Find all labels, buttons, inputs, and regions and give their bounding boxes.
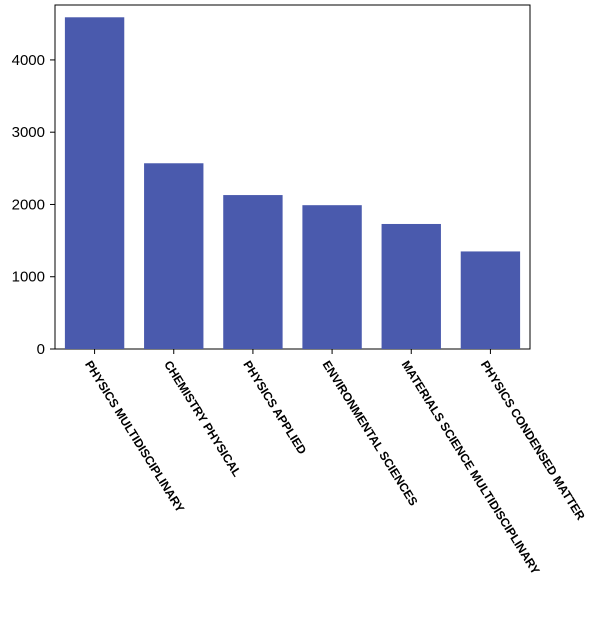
x-tick-label: PHYSICS APPLIED bbox=[240, 358, 309, 457]
y-tick-label: 1000 bbox=[12, 269, 45, 286]
bar bbox=[144, 163, 204, 349]
x-tick-label: CHEMISTRY PHYSICAL bbox=[161, 358, 244, 479]
bar bbox=[64, 17, 125, 350]
y-tick-label: 4000 bbox=[12, 52, 45, 69]
y-tick-label: 3000 bbox=[12, 124, 45, 141]
plot-frame bbox=[54, 4, 531, 350]
y-tick-label: 2000 bbox=[12, 196, 45, 213]
x-tick-label: ENVIRONMENTAL SCIENCES bbox=[320, 358, 421, 508]
x-tick-label: MATERIALS SCIENCE MULTIDISCIPLINARY bbox=[399, 358, 543, 577]
bar bbox=[302, 205, 362, 349]
y-tick-label: 0 bbox=[37, 341, 45, 358]
bar bbox=[223, 195, 283, 349]
bar bbox=[381, 223, 441, 349]
bar bbox=[460, 251, 521, 349]
